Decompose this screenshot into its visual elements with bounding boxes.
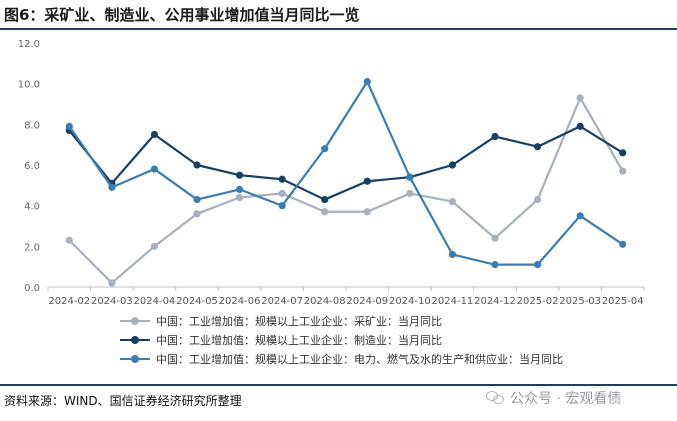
y-tick-label: 6.0 xyxy=(24,161,40,172)
legend-item-utilities: 中国：工业增加值：规模以上工业企业：电力、燃气及水的生产和供应业：当月同比 xyxy=(120,349,563,368)
legend-label-manufacturing: 中国：工业增加值：规模以上工业企业：制造业：当月同比 xyxy=(156,333,442,347)
x-tick-label: 2024-11 xyxy=(432,296,474,307)
data-point-s1-2 xyxy=(150,130,159,139)
data-point-s0-2 xyxy=(150,242,159,250)
data-point-s1-13 xyxy=(619,149,627,157)
data-point-s1-6 xyxy=(321,195,329,204)
x-tick-label: 2025-03 xyxy=(559,296,601,307)
y-tick-label: 0.0 xyxy=(24,283,40,294)
series-line-1 xyxy=(68,125,624,201)
bottom-divider xyxy=(0,384,677,386)
data-point-s2-4 xyxy=(235,185,244,193)
wechat-icon xyxy=(486,391,504,405)
x-tick-label: 2024-10 xyxy=(389,296,431,307)
data-point-s2-5 xyxy=(278,202,286,210)
data-point-s1-9 xyxy=(448,161,457,169)
x-tick-label: 2024-12 xyxy=(474,296,516,307)
legend-label-mining: 中国：工业增加值：规模以上工业企业：采矿业：当月同比 xyxy=(156,314,442,328)
top-divider xyxy=(0,28,677,30)
x-tick-label: 2025-04 xyxy=(602,296,644,307)
data-point-s1-4 xyxy=(235,171,244,179)
data-point-s0-6 xyxy=(321,208,329,216)
data-point-s0-4 xyxy=(235,193,244,202)
data-point-s2-6 xyxy=(321,145,329,153)
chart-series xyxy=(65,78,627,287)
data-point-s1-5 xyxy=(278,175,286,183)
data-point-s1-12 xyxy=(576,122,584,130)
data-point-s1-10 xyxy=(491,132,499,141)
y-tick-label: 10.0 xyxy=(18,80,40,91)
x-tick-label: 2024-05 xyxy=(176,296,218,307)
y-tick-label: 2.0 xyxy=(24,242,40,253)
y-tick-label: 8.0 xyxy=(24,120,40,131)
legend-swatch-mining xyxy=(120,315,150,327)
legend-item-mining: 中国：工业增加值：规模以上工业企业：采矿业：当月同比 xyxy=(120,311,563,330)
x-tick-label: 2024-08 xyxy=(304,296,346,307)
data-point-s0-0 xyxy=(65,236,73,244)
data-point-s0-13 xyxy=(619,167,627,175)
data-point-s2-7 xyxy=(363,78,371,86)
legend-label-utilities: 中国：工业增加值：规模以上工业企业：电力、燃气及水的生产和供应业：当月同比 xyxy=(156,352,563,366)
data-point-s0-11 xyxy=(533,195,542,204)
x-tick-label: 2025-02 xyxy=(517,296,559,307)
data-point-s2-0 xyxy=(65,122,73,130)
data-point-s2-12 xyxy=(576,212,584,220)
x-tick-label: 2024-09 xyxy=(346,296,388,307)
data-point-s0-1 xyxy=(108,279,116,287)
data-point-s0-8 xyxy=(406,189,414,198)
data-point-s0-7 xyxy=(363,208,371,216)
data-point-s2-2 xyxy=(150,165,159,173)
data-point-s2-8 xyxy=(406,173,414,181)
data-point-s0-12 xyxy=(576,94,584,102)
data-point-s2-9 xyxy=(448,250,457,259)
y-tick-label: 4.0 xyxy=(24,202,40,213)
data-point-s2-10 xyxy=(491,261,499,269)
x-tick-label: 2024-03 xyxy=(91,296,133,307)
source-note: 资料来源：WIND、国信证券经济研究所整理 xyxy=(4,394,242,408)
x-tick-label: 2024-07 xyxy=(261,296,303,307)
x-tick-label: 2024-06 xyxy=(219,296,261,307)
legend-item-manufacturing: 中国：工业增加值：规模以上工业企业：制造业：当月同比 xyxy=(120,330,563,349)
data-point-s2-11 xyxy=(533,261,542,269)
watermark-text: 公众号 · 宏观看债 xyxy=(510,391,622,407)
chart-title: 图6：采矿业、制造业、公用事业增加值当月同比一览 xyxy=(4,6,360,24)
chart-legend: 中国：工业增加值：规模以上工业企业：采矿业：当月同比 中国：工业增加值：规模以上… xyxy=(120,311,563,368)
data-point-s1-7 xyxy=(363,177,371,185)
series-line-0 xyxy=(68,96,624,285)
y-tick-label: 12.0 xyxy=(18,39,40,50)
data-point-s2-3 xyxy=(193,195,201,204)
x-tick-label: 2024-02 xyxy=(48,296,90,307)
data-point-s1-11 xyxy=(533,143,542,151)
data-point-s0-3 xyxy=(193,210,201,218)
data-point-s0-5 xyxy=(278,189,286,198)
data-point-s2-1 xyxy=(108,183,116,191)
data-point-s0-10 xyxy=(491,234,499,242)
data-point-s2-13 xyxy=(619,240,627,248)
watermark: 公众号 · 宏观看债 xyxy=(486,388,621,408)
data-point-s0-9 xyxy=(448,198,457,206)
legend-swatch-utilities xyxy=(120,353,150,365)
x-tick-label: 2024-04 xyxy=(134,296,176,307)
series-line-2 xyxy=(68,80,624,266)
data-point-s1-3 xyxy=(193,161,201,169)
legend-swatch-manufacturing xyxy=(120,334,150,346)
